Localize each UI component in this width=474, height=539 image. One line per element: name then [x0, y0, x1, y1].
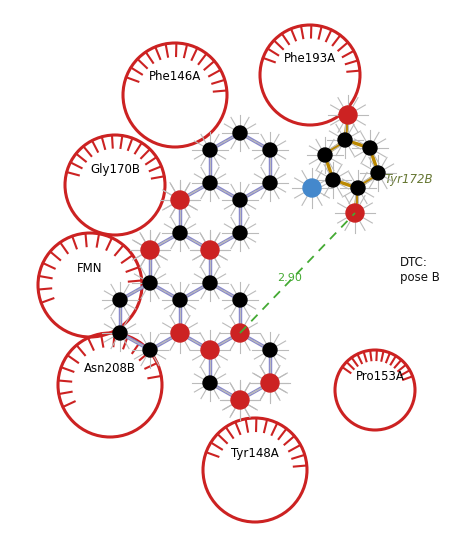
Circle shape	[363, 141, 377, 155]
Circle shape	[318, 148, 332, 162]
Circle shape	[339, 106, 357, 124]
Circle shape	[203, 143, 217, 157]
Text: Gly170B: Gly170B	[90, 162, 140, 176]
Circle shape	[171, 191, 189, 209]
Text: Phe193A: Phe193A	[284, 52, 336, 66]
Circle shape	[143, 276, 157, 290]
Circle shape	[351, 181, 365, 195]
Circle shape	[201, 241, 219, 259]
Text: 2.90: 2.90	[278, 273, 302, 283]
Circle shape	[233, 193, 247, 207]
Circle shape	[233, 226, 247, 240]
Circle shape	[171, 324, 189, 342]
Circle shape	[233, 293, 247, 307]
Circle shape	[113, 326, 127, 340]
Circle shape	[141, 241, 159, 259]
Circle shape	[346, 204, 364, 222]
Circle shape	[261, 374, 279, 392]
Circle shape	[233, 126, 247, 140]
Circle shape	[263, 343, 277, 357]
Text: Pro153A: Pro153A	[356, 370, 404, 383]
Circle shape	[173, 193, 187, 207]
Circle shape	[203, 176, 217, 190]
Circle shape	[263, 376, 277, 390]
Circle shape	[203, 376, 217, 390]
Circle shape	[143, 243, 157, 257]
Circle shape	[263, 176, 277, 190]
Circle shape	[201, 341, 219, 359]
Circle shape	[338, 133, 352, 147]
Circle shape	[233, 393, 247, 407]
Circle shape	[173, 226, 187, 240]
Circle shape	[303, 179, 321, 197]
Circle shape	[203, 243, 217, 257]
Circle shape	[326, 173, 340, 187]
Text: FMN: FMN	[77, 262, 103, 275]
Text: Asn208B: Asn208B	[84, 363, 136, 376]
Text: DTC:
pose B: DTC: pose B	[400, 256, 440, 284]
Circle shape	[231, 324, 249, 342]
Circle shape	[173, 293, 187, 307]
Circle shape	[113, 293, 127, 307]
Text: Tyr148A: Tyr148A	[231, 447, 279, 460]
Text: Tyr172B: Tyr172B	[385, 174, 434, 186]
Circle shape	[263, 143, 277, 157]
Circle shape	[143, 343, 157, 357]
Circle shape	[371, 166, 385, 180]
Circle shape	[203, 276, 217, 290]
Circle shape	[231, 391, 249, 409]
Text: Phe146A: Phe146A	[149, 71, 201, 84]
